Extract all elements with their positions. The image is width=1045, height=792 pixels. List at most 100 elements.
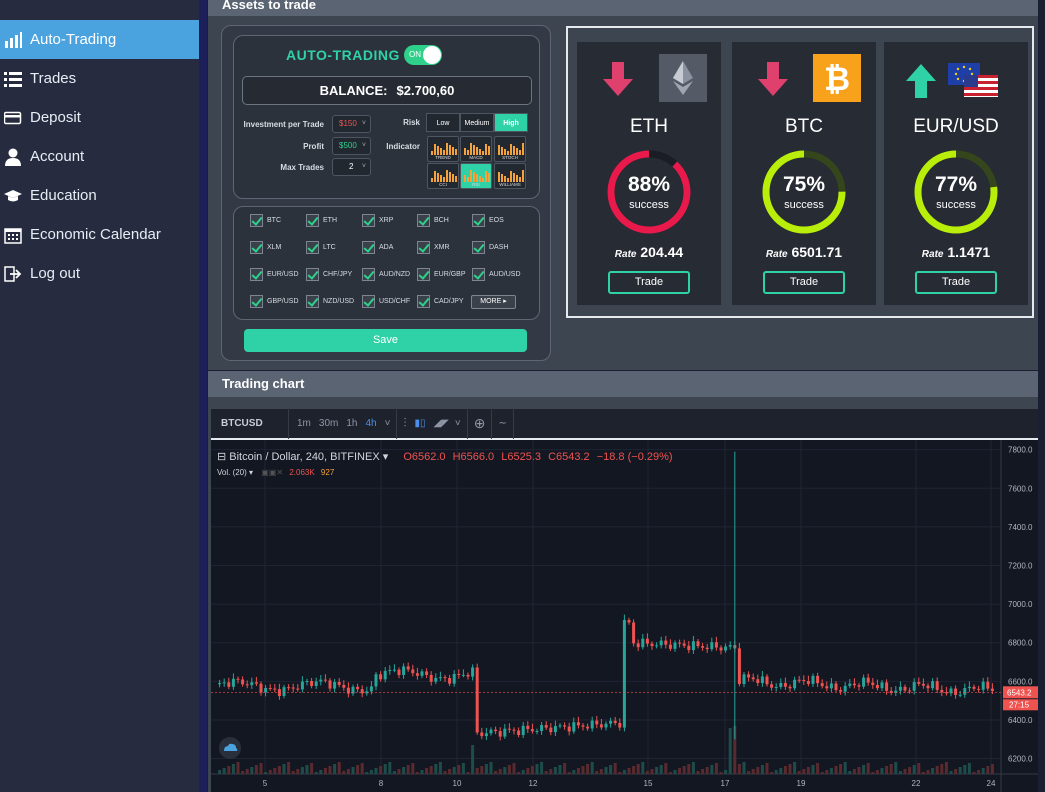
investment-select[interactable]: $150 ˅ [332,115,371,133]
indicator-cci[interactable]: CCI [427,163,459,189]
pair-checkbox-gbp-usd[interactable]: GBP/USD [250,295,299,308]
save-button[interactable]: Save [244,329,527,352]
pair-checkbox-eur-gbp[interactable]: EUR/GBP [417,268,466,281]
sidebar-item-log-out[interactable]: Log out [0,254,199,293]
candle-body [480,732,484,737]
profit-select[interactable]: $500 ˅ [332,137,371,155]
volume-bar [319,770,323,774]
indicator-williams[interactable]: WILLIAMS [494,163,526,189]
symbol-selector[interactable]: BTCUSD [211,408,289,439]
pair-checkbox-ada[interactable]: ADA [362,241,393,254]
timeframe-30m[interactable]: 30m [318,418,339,429]
volume-settings-icon[interactable]: ▣▣✕ [261,468,284,477]
checkbox-checked-icon[interactable] [306,214,319,227]
checkbox-checked-icon[interactable] [306,295,319,308]
risk-medium-button[interactable]: Medium [460,113,494,132]
pair-checkbox-eth[interactable]: ETH [306,214,337,227]
checkbox-checked-icon[interactable] [250,295,263,308]
pair-checkbox-eos[interactable]: EOS [472,214,504,227]
sidebar-item-label: Account [30,148,85,165]
timeframe-1m[interactable]: 1m [297,418,311,429]
pair-checkbox-xmr[interactable]: XMR [417,241,450,254]
pair-label: NZD/USD [323,298,355,305]
pair-checkbox-ltc[interactable]: LTC [306,241,336,254]
pair-checkbox-aud-nzd[interactable]: AUD/NZD [362,268,410,281]
rate-value: 1.1471 [947,244,991,260]
pair-checkbox-bch[interactable]: BCH [417,214,449,227]
pair-checkbox-nzd-usd[interactable]: NZD/USD [306,295,354,308]
auto-trading-toggle[interactable]: ON [404,45,442,65]
y-tick-label: 6800.0 [1008,639,1033,648]
collapse-icon[interactable]: ⊟ [217,451,227,463]
chevron-down-icon[interactable]: ˅ [384,418,391,429]
checkbox-checked-icon[interactable] [250,241,263,254]
chevron-down-icon[interactable]: ˅ [454,418,461,429]
sidebar-item-deposit[interactable]: Deposit [0,98,199,137]
more-pairs-button[interactable]: MORE ▸ [471,295,516,309]
timeframe-4h[interactable]: 4h [365,418,377,429]
pair-checkbox-chf-jpy[interactable]: CHF/JPY [306,268,352,281]
indicator-macd[interactable]: MACD [460,136,492,162]
area-style-icon[interactable]: ◢◤ [433,418,449,429]
pair-label: AUD/NZD [379,271,411,278]
volume-bar [940,764,944,774]
checkbox-checked-icon[interactable] [417,295,430,308]
checkbox-checked-icon[interactable] [362,214,375,227]
checkbox-checked-icon[interactable] [417,268,430,281]
volume-bar [498,769,502,774]
checkbox-checked-icon[interactable] [306,268,319,281]
tradingview-logo-icon[interactable] [219,737,241,759]
indicator-chart-icon [498,170,524,182]
pair-checkbox-eur-usd[interactable]: EUR/USD [250,268,299,281]
pair-checkbox-xlm[interactable]: XLM [250,241,281,254]
timeframe-1h[interactable]: 1h [346,418,358,429]
checkbox-checked-icon[interactable] [417,241,430,254]
indicator-rsi[interactable]: RSI [460,163,492,189]
bars-style-icon[interactable]: ⫶ [403,416,407,430]
indicator-stoch[interactable]: STOCH [494,136,526,162]
pair-checkbox-btc[interactable]: BTC [250,214,281,227]
volume-bar [517,772,521,774]
checkbox-checked-icon[interactable] [250,214,263,227]
risk-low-button[interactable]: Low [426,113,460,132]
indicator-trend[interactable]: TREND [427,136,459,162]
frame-divider [199,0,207,792]
pair-checkbox-xrp[interactable]: XRP [362,214,393,227]
volume-bar [696,771,700,774]
trade-button[interactable]: Trade [915,271,997,294]
checkbox-checked-icon[interactable] [362,295,375,308]
pair-checkbox-aud-usd[interactable]: AUD/USD [472,268,521,281]
sidebar-item-economic-calendar[interactable]: Economic Calendar [0,215,199,254]
checkbox-checked-icon[interactable] [306,241,319,254]
sidebar-item-account[interactable]: Account [0,137,199,176]
pair-checkbox-usd-chf[interactable]: USD/CHF [362,295,410,308]
sidebar-item-auto-trading[interactable]: Auto-Trading [0,20,199,59]
success-label: success [936,199,976,211]
candles-style-icon[interactable]: ▮▯ [414,418,426,429]
trade-button[interactable]: Trade [608,271,690,294]
add-indicator-icon[interactable]: ⊕ [473,415,486,431]
candle-body [912,682,916,691]
pair-checkbox-dash[interactable]: DASH [472,241,508,254]
candle-body [484,733,488,737]
checkbox-checked-icon[interactable] [417,214,430,227]
max-trades-select[interactable]: 2 ˅ [332,158,371,176]
compare-icon[interactable]: ∼ [498,418,507,429]
checkbox-checked-icon[interactable] [362,268,375,281]
checkbox-checked-icon[interactable] [472,268,485,281]
sidebar-item-education[interactable]: Education [0,176,199,215]
candle-body [425,671,429,675]
candle-body [793,679,797,689]
volume-bar [604,767,608,774]
pair-checkbox-cad-jpy[interactable]: CAD/JPY [417,295,464,308]
sidebar-item-trades[interactable]: Trades [0,59,199,98]
volume-bar [779,768,783,774]
checkbox-checked-icon[interactable] [250,268,263,281]
checkbox-checked-icon[interactable] [472,214,485,227]
trade-button[interactable]: Trade [763,271,845,294]
candle-body [627,620,631,623]
trading-chart[interactable]: BTCUSD 1m 30m 1h 4h ˅ ⫶ ▮▯ ◢◤ ˅ ⊕ ∼ 7800… [211,408,1038,792]
checkbox-checked-icon[interactable] [362,241,375,254]
risk-high-button[interactable]: High [494,113,528,132]
checkbox-checked-icon[interactable] [472,241,485,254]
